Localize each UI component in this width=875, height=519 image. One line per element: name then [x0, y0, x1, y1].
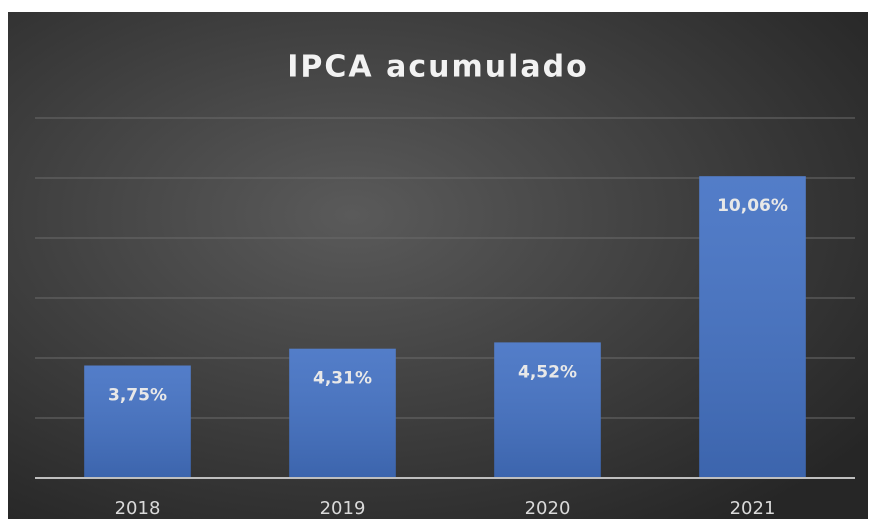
value-label: 4,52% [518, 362, 577, 382]
x-tick-label: 2020 [525, 498, 571, 519]
x-tick-label: 2021 [730, 498, 776, 519]
value-label: 4,31% [313, 369, 372, 389]
x-tick-label: 2019 [320, 498, 366, 519]
bar-shade [84, 365, 191, 478]
value-label: 10,06% [717, 196, 788, 216]
value-label: 3,75% [108, 386, 167, 406]
bar-shade [494, 342, 601, 478]
bar-shade [699, 176, 806, 478]
chart-title: IPCA acumulado [287, 50, 588, 85]
x-tick-label: 2018 [115, 498, 161, 519]
bar-shade [289, 348, 396, 478]
